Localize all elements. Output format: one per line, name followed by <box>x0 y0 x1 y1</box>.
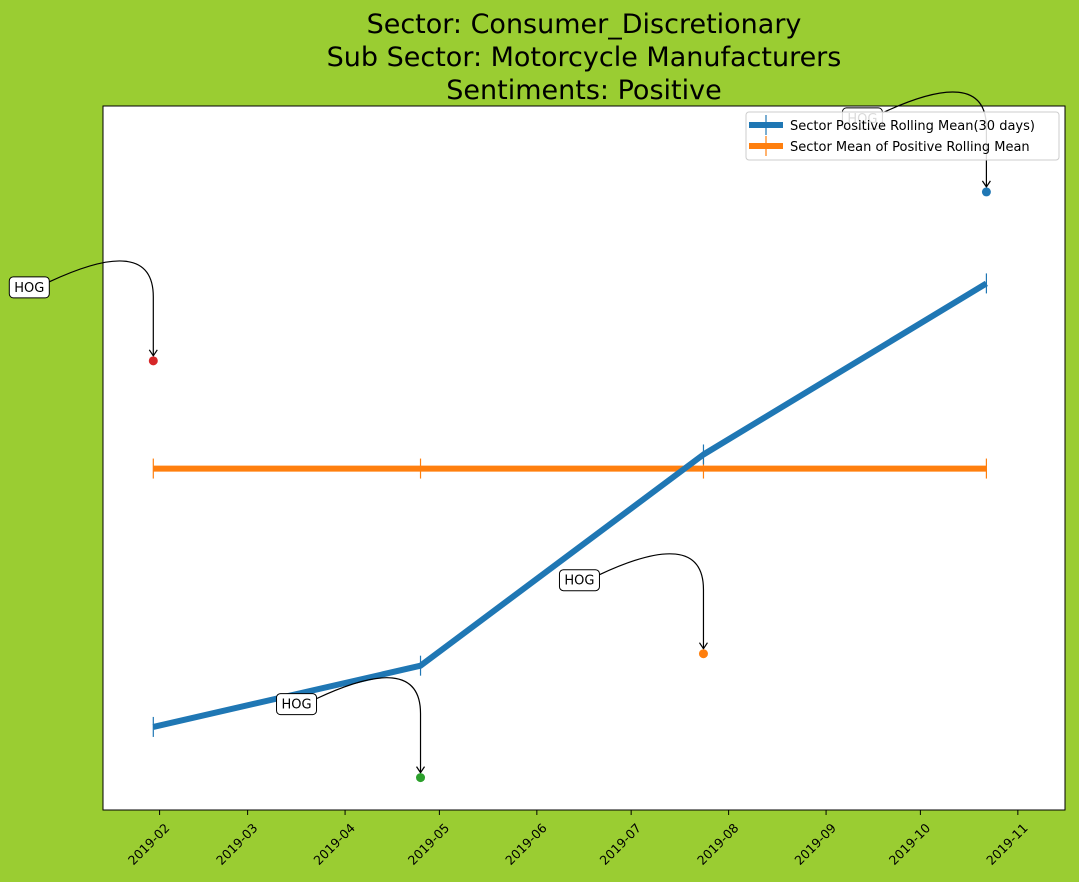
legend-label: Sector Mean of Positive Rolling Mean <box>790 140 1030 155</box>
x-tick-label: 2019-08 <box>694 820 742 868</box>
annotation-point <box>981 187 991 197</box>
annotation-point <box>148 356 158 366</box>
annotations: HOGHOGHOGHOG <box>8 91 991 783</box>
plot-area <box>102 105 1066 811</box>
x-tick-label: 2019-07 <box>597 820 645 868</box>
x-tick-label: 2019-11 <box>983 820 1031 868</box>
annotation-arrowhead <box>416 766 426 774</box>
annotation-label: HOG <box>14 281 44 296</box>
title-line: Sentiments: Positive <box>446 75 721 106</box>
annotation-arrowhead <box>698 642 708 650</box>
legend-box <box>745 111 1060 161</box>
annotation-arrow <box>599 553 705 649</box>
annotation-arrow <box>49 260 154 356</box>
x-tick-label: 2019-09 <box>791 820 839 868</box>
annotation-box <box>8 276 50 299</box>
title-line: Sub Sector: Motorcycle Manufacturers <box>327 42 842 73</box>
x-axis-ticks: 2019-02 2019-03 2019-04 2019-05 2019-06 2019-… <box>125 810 1031 868</box>
annotation-point <box>698 649 708 659</box>
legend-label: Sector Positive Rolling Mean(30 days) <box>790 119 1035 134</box>
annotation-box <box>276 693 318 716</box>
title-line: Sector: Consumer_Discretionary <box>367 9 802 40</box>
legend: Sector Positive Rolling Mean(30 days) Sec… <box>745 111 1060 161</box>
x-tick-label: 2019-06 <box>502 820 550 868</box>
annotation-label: HOG <box>564 574 594 589</box>
x-tick-label: 2019-10 <box>886 820 934 868</box>
x-tick-label: 2019-02 <box>125 820 173 868</box>
annotation-label: HOG <box>281 698 311 713</box>
x-tick-label: 2019-05 <box>405 820 453 868</box>
x-tick-label: 2019-04 <box>310 820 358 868</box>
annotation-arrowhead <box>148 349 158 357</box>
annotation-arrowhead <box>981 180 991 188</box>
x-tick-label: 2019-03 <box>213 820 261 868</box>
annotation-box <box>558 569 600 592</box>
annotation-arrow <box>316 677 422 773</box>
annotation-point <box>416 773 426 783</box>
